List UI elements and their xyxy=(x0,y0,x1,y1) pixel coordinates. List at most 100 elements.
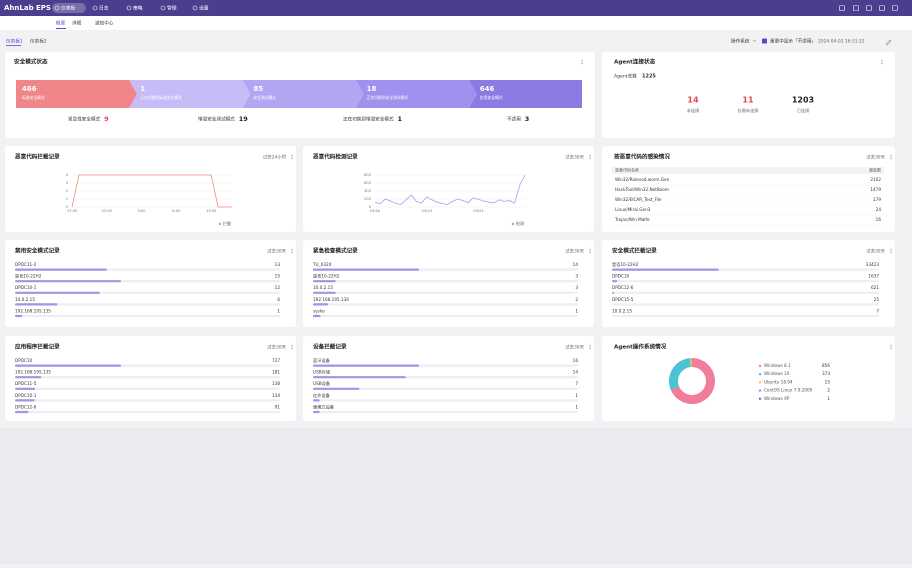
bar xyxy=(15,399,35,401)
more-menu[interactable] xyxy=(292,249,293,250)
more-menu[interactable] xyxy=(590,158,591,159)
more-menu[interactable] xyxy=(590,345,591,346)
x-tick-label: 03/14 xyxy=(422,209,433,213)
status-label: 安全测试模式 xyxy=(253,95,276,100)
x-tick-label: 03/24 xyxy=(473,209,484,213)
agent-stat-value: 14 xyxy=(687,96,699,105)
legend-label: Windows XP xyxy=(764,396,790,401)
more-menu[interactable] xyxy=(590,157,591,158)
nav-item[interactable]: 策略 xyxy=(133,5,143,12)
timestamp: 2024-04-02 16:31:22 xyxy=(818,39,865,45)
status-label: 正在切换到标准安全模式 xyxy=(140,95,182,100)
subnav-item[interactable]: 详细 xyxy=(72,20,82,27)
more-menu[interactable] xyxy=(891,345,892,346)
legend-value: 15 xyxy=(825,379,831,384)
list-value: 7 xyxy=(876,308,879,313)
y-tick-label: 3 xyxy=(66,181,68,185)
more-menu[interactable] xyxy=(882,60,883,61)
status-other-label: 不适用 xyxy=(507,116,521,123)
more-menu[interactable] xyxy=(891,157,892,158)
bar xyxy=(15,315,22,317)
legend-marker xyxy=(759,398,761,400)
more-menu[interactable] xyxy=(590,155,591,156)
list-value: 14 xyxy=(573,370,579,375)
more-menu[interactable] xyxy=(891,348,892,349)
period-filter[interactable]: 过去30天 xyxy=(866,248,885,255)
more-menu[interactable] xyxy=(590,251,591,252)
bar xyxy=(313,399,320,401)
more-menu[interactable] xyxy=(292,348,293,349)
more-menu[interactable] xyxy=(891,347,892,348)
table-cell: 179 xyxy=(873,197,881,202)
more-menu[interactable] xyxy=(292,158,293,159)
bar-track xyxy=(313,315,578,317)
period-filter[interactable]: 过去30天 xyxy=(267,248,286,255)
legend-label: Windows 8.1 xyxy=(764,363,791,368)
status-other-value: 1 xyxy=(398,115,403,123)
list-name: 10.0.2.15 xyxy=(313,285,333,290)
panel-title: 应用程序拦截记录 xyxy=(15,343,60,351)
tab[interactable]: 仪表板1 xyxy=(6,38,23,45)
list-name: DPDC11-5 xyxy=(15,381,37,386)
more-menu[interactable] xyxy=(891,158,892,159)
tab[interactable]: 仪表板2 xyxy=(30,38,47,45)
more-menu[interactable] xyxy=(590,249,591,250)
more-menu[interactable] xyxy=(582,63,583,64)
more-menu[interactable] xyxy=(292,157,293,158)
checkbox-label[interactable]: 重要中显示「不适用」 xyxy=(770,38,816,45)
list-name: sysko xyxy=(313,308,325,313)
agent-stat-value: 11 xyxy=(742,96,754,105)
more-menu[interactable] xyxy=(292,251,293,252)
more-menu[interactable] xyxy=(582,60,583,61)
nav-item[interactable]: 日志 xyxy=(99,5,109,12)
period-filter[interactable]: 过去30天 xyxy=(866,154,885,161)
more-menu[interactable] xyxy=(292,345,293,346)
nav-item[interactable]: 设置 xyxy=(199,5,209,12)
list-value: 138 xyxy=(272,381,280,386)
period-filter[interactable]: 过去24小时 xyxy=(263,154,287,161)
more-menu[interactable] xyxy=(891,252,892,253)
period-filter[interactable]: 过去30天 xyxy=(565,248,584,255)
nav-item[interactable]: 管理 xyxy=(167,5,177,12)
edit-icon[interactable] xyxy=(886,40,891,45)
y-tick-label: 600 xyxy=(364,181,372,185)
bar xyxy=(313,292,336,294)
list-value: 2 xyxy=(575,297,578,302)
more-menu[interactable] xyxy=(590,348,591,349)
more-menu[interactable] xyxy=(590,252,591,253)
more-menu[interactable] xyxy=(891,249,892,250)
status-label: 正在切换到安全测试模式 xyxy=(367,95,409,100)
list-value: 14 xyxy=(573,262,579,267)
y-tick-label: 800 xyxy=(364,173,372,177)
more-menu[interactable] xyxy=(891,155,892,156)
subnav-item[interactable]: 概要 xyxy=(56,20,66,27)
table-cell: HackTool/Win32.NetBoom xyxy=(615,187,669,192)
nav-item[interactable]: 仪表板 xyxy=(61,5,76,12)
list-name: DPDC10 xyxy=(612,274,630,279)
more-menu[interactable] xyxy=(882,63,883,64)
period-filter[interactable]: 过去30天 xyxy=(565,344,584,351)
status-value: 85 xyxy=(253,85,263,93)
list-value: 727 xyxy=(272,358,280,363)
more-menu[interactable] xyxy=(882,62,883,63)
bar-track xyxy=(15,315,280,317)
more-menu[interactable] xyxy=(590,347,591,348)
y-tick-label: 200 xyxy=(364,197,372,201)
more-menu[interactable] xyxy=(891,251,892,252)
more-menu[interactable] xyxy=(582,62,583,63)
panel-title: 设备拦截记录 xyxy=(313,343,347,351)
subnav-underline xyxy=(56,28,66,29)
subnav-item[interactable]: 通知中心 xyxy=(95,20,114,27)
legend-label: 检测 xyxy=(516,220,524,226)
panel-title: Agent操作系统情况 xyxy=(614,343,667,351)
list-name: DPDC10-1 xyxy=(15,285,37,290)
x-tick-label: 3:00 xyxy=(138,209,147,213)
more-menu[interactable] xyxy=(292,252,293,253)
more-menu[interactable] xyxy=(292,155,293,156)
period-filter[interactable]: 过去30天 xyxy=(565,154,584,161)
filter-dropdown[interactable]: 操作系统 xyxy=(731,38,750,45)
period-filter[interactable]: 过去30天 xyxy=(267,344,286,351)
list-value: 3 xyxy=(575,274,578,279)
more-menu[interactable] xyxy=(292,347,293,348)
checkbox[interactable] xyxy=(762,39,767,44)
